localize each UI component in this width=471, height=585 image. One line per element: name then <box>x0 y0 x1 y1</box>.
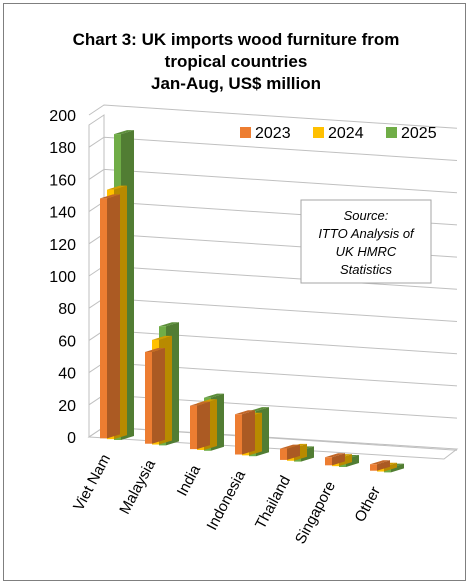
source-annotation: Source: ITTO Analysis of UK HMRC Statist… <box>300 199 432 284</box>
gridline <box>88 329 458 355</box>
y-axis: 0 20 40 60 80 100 120 140 160 180 200 <box>49 108 76 447</box>
bar-side <box>391 463 404 473</box>
bar-side <box>287 444 300 460</box>
x-tick-label: Indonesia <box>203 467 249 533</box>
y-tick-label: 100 <box>49 269 76 286</box>
bar-side <box>152 347 165 444</box>
legend-label: 2025 <box>401 125 437 142</box>
bars <box>100 130 404 473</box>
bar <box>190 401 210 450</box>
source-line-2: ITTO Analysis of <box>318 226 415 241</box>
floor <box>87 426 459 460</box>
bar-side <box>332 453 345 466</box>
x-tick-label: Malaysia <box>116 456 159 517</box>
legend-swatch <box>240 127 251 138</box>
bar-top <box>190 401 210 406</box>
bar-top <box>370 460 390 465</box>
y-tick-label: 0 <box>67 430 76 447</box>
bar-front <box>190 405 197 450</box>
bar-side <box>197 401 210 450</box>
y-tick-label: 140 <box>49 205 76 222</box>
bar-side <box>242 410 255 455</box>
bar-top <box>325 453 345 458</box>
title-line-2: tropical countries <box>165 52 308 71</box>
chart-subtitle: Jan-Aug, US$ million <box>151 74 321 93</box>
gridline <box>88 362 458 387</box>
bar-side <box>377 460 390 471</box>
gridline <box>88 104 458 129</box>
bar-top <box>159 322 179 327</box>
bar-top <box>235 410 255 415</box>
bar-front <box>235 414 242 455</box>
y-tick-label: 200 <box>49 108 76 125</box>
y-tick-label: 160 <box>49 172 76 189</box>
gridline <box>88 297 458 322</box>
bar-top <box>152 335 172 340</box>
gridline <box>88 394 458 419</box>
bar <box>100 194 120 439</box>
bar <box>370 460 390 471</box>
gridline <box>88 168 458 194</box>
bar <box>325 453 345 466</box>
y-tick-label: 60 <box>58 333 76 350</box>
source-line-1: Source: <box>344 208 389 223</box>
bar-top <box>114 130 134 135</box>
chart-frame <box>3 3 466 581</box>
source-box <box>300 199 432 284</box>
bar-top <box>280 444 300 449</box>
y-tick-label: 20 <box>58 398 76 415</box>
bar-top <box>204 393 224 398</box>
legend-swatch <box>386 127 397 138</box>
bar-side <box>384 462 397 472</box>
x-tick-label: Singapore <box>292 478 339 546</box>
legend-label: 2024 <box>328 125 364 142</box>
bar-front <box>145 351 152 444</box>
legend-swatch <box>313 127 324 138</box>
legend: 2023 2024 2025 <box>240 125 437 142</box>
bar-front <box>100 198 107 439</box>
bar-side <box>107 194 120 439</box>
source-line-4: Statistics <box>340 262 393 277</box>
bar <box>235 410 255 455</box>
gridline <box>88 136 458 161</box>
title-line-1: Chart 3: UK imports wood furniture from <box>73 30 400 49</box>
bar-front <box>370 464 377 471</box>
bar-top <box>145 347 165 352</box>
bar-front <box>325 457 332 466</box>
plot-walls <box>87 114 459 460</box>
x-tick-label: Viet Nam <box>70 451 114 513</box>
x-tick-label: Thailand <box>252 473 294 532</box>
x-tick-label: Other <box>351 484 384 525</box>
bar <box>280 444 300 460</box>
y-tick-label: 120 <box>49 237 76 254</box>
source-line-3: UK HMRC <box>336 244 397 259</box>
chart-title: Chart 3: UK imports wood furniture from … <box>73 30 400 93</box>
y-tick-label: 180 <box>49 140 76 157</box>
x-tick-label: India <box>174 462 205 499</box>
bar-top <box>249 407 269 412</box>
bar-top <box>107 185 127 190</box>
bar-top <box>100 194 120 199</box>
y-tick-label: 80 <box>58 301 76 318</box>
y-tick-label: 40 <box>58 366 76 383</box>
bar-front <box>280 448 287 460</box>
legend-label: 2023 <box>255 125 291 142</box>
bar <box>145 347 165 444</box>
